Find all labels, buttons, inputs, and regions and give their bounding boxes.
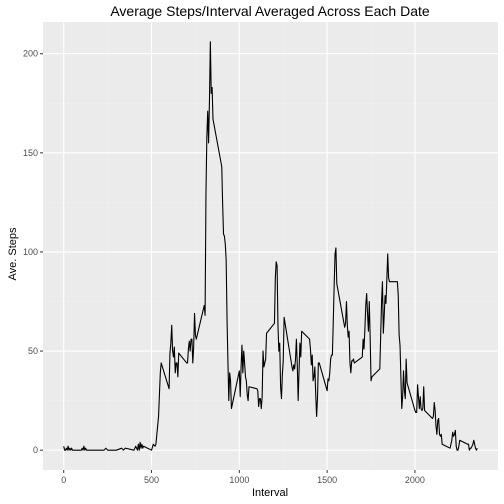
y-tick-label: 100 <box>23 247 38 257</box>
major-gridlines <box>43 22 498 470</box>
plot-panel <box>43 22 498 470</box>
chart-title: Average Steps/Interval Averaged Across E… <box>110 3 430 19</box>
y-tick-label: 50 <box>28 346 38 356</box>
y-axis: 0 50 100 150 200 <box>23 49 43 455</box>
x-tick-label: 500 <box>144 475 159 485</box>
y-tick-label: 200 <box>23 49 38 59</box>
series-layer <box>63 41 478 451</box>
x-axis: 0 500 1000 1500 2000 <box>61 470 425 485</box>
x-tick-label: 1000 <box>229 475 249 485</box>
x-axis-title: Interval <box>252 487 288 499</box>
x-tick-label: 2000 <box>405 475 425 485</box>
minor-gridlines <box>43 22 498 470</box>
y-tick-label: 0 <box>33 445 38 455</box>
x-tick-label: 1500 <box>317 475 337 485</box>
series-line-1 <box>63 41 478 451</box>
y-tick-label: 150 <box>23 148 38 158</box>
x-tick-label: 0 <box>61 475 66 485</box>
y-axis-title: Ave. Steps <box>7 227 19 280</box>
